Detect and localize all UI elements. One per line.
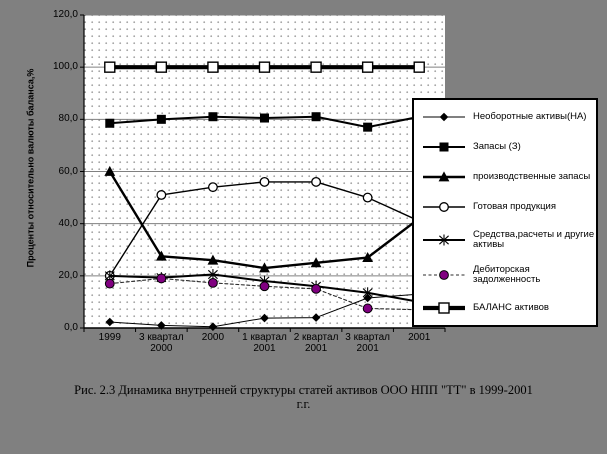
purple-circle-marker [259,281,270,292]
y-tick-label: 80,0 [58,113,78,125]
open-square-marker [361,61,374,73]
open-circle-marker [439,202,449,213]
legend-key-asterisk [423,234,465,246]
open-circle-marker [156,190,167,200]
y-tick-label: 40,0 [58,217,78,229]
diamond-marker [439,112,449,122]
asterisk-marker [362,287,373,299]
purple-circle-marker [439,270,449,281]
purple-circle-marker [311,283,321,294]
legend: Необоротные активы(НА) Запасы (З) производ… [412,98,598,327]
legend-item-0: Необоротные активы(НА) [421,109,596,125]
x-tick-label: 2001 [408,332,431,343]
triangle-marker [104,165,116,176]
diamond-marker [260,313,269,323]
purple-circle-marker [104,278,115,289]
triangle-marker [207,254,219,265]
square-marker [105,118,115,128]
legend-key-square-filled [423,142,465,152]
open-circle-marker [259,176,270,187]
series-markers-6 [104,61,425,73]
open-square-marker [310,61,322,73]
diamond-marker [208,322,218,331]
triangle-marker [362,251,374,262]
y-tick-label: 0,0 [64,322,78,333]
x-tick-label: 2 квартал 2001 [293,332,339,354]
open-circle-marker [362,192,373,203]
square-marker [156,114,166,124]
x-tick-label: 3 квартал 2001 [345,332,390,354]
legend-key-square-open [423,302,465,314]
square-marker [311,112,321,122]
legend-label: Средства,расчеты и другие активы [473,228,595,251]
diamond-marker [157,321,166,330]
open-square-marker [413,61,425,73]
open-square-marker [104,61,116,73]
legend-item-5: Дебиторская задолженность [421,263,596,286]
legend-item-1: Запасы (З) [421,139,596,155]
square-marker [363,122,373,132]
diamond-marker [311,313,321,322]
triangle-marker [310,257,322,268]
open-square-marker [258,61,271,73]
y-tick-label: 120,0 [52,9,78,20]
legend-key-circle-open [423,202,465,213]
x-tick-label: 3 квартал 2000 [139,332,184,354]
legend-label: БАЛАНС активов [473,301,549,313]
square-marker [208,112,218,122]
legend-key-triangle-filled [423,171,465,182]
legend-label: производственные запасы [473,171,591,183]
legend-item-4: Средства,расчеты и другие активы [421,228,596,251]
open-square-marker [155,61,168,73]
x-tick-label: 1 квартал 2001 [242,332,287,354]
caption-line1: Рис. 2.3 Динамика внутренней структуры с… [74,383,533,397]
purple-circle-marker [362,303,373,314]
triangle-marker [438,171,450,182]
purple-circle-marker [156,273,167,284]
y-tick-label: 100,0 [52,61,78,73]
y-tick-label: 20,0 [58,269,78,281]
legend-item-6: БАЛАНС активов [421,300,596,316]
legend-label: Готовая продукция [473,201,556,213]
open-circle-marker [311,176,322,187]
legend-item-2: производственные запасы [421,169,596,185]
series-markers-0 [105,289,424,331]
triangle-marker [155,250,167,261]
legend-key-circle-filled-purple [423,270,465,281]
caption: Рис. 2.3 Динамика внутренней структуры с… [0,383,607,411]
caption-line2: г.г. [296,397,311,411]
open-square-marker [438,302,450,314]
legend-label: Запасы (З) [473,140,521,152]
asterisk-marker [439,234,449,246]
open-square-marker [207,61,219,73]
diamond-marker [105,317,115,327]
y-tick-label: 60,0 [58,165,78,177]
legend-item-3: Готовая продукция [421,199,596,215]
triangle-marker [259,262,270,273]
legend-label: Необоротные активы(НА) [473,110,587,122]
purple-circle-marker [208,277,218,288]
legend-key-diamond-filled [423,112,465,122]
square-marker [439,142,449,152]
open-circle-marker [207,182,218,193]
x-tick-label: 1999 [98,332,121,343]
legend-label: Дебиторская задолженность [473,263,541,286]
x-tick-label: 2000 [201,332,225,343]
square-marker [260,113,269,123]
